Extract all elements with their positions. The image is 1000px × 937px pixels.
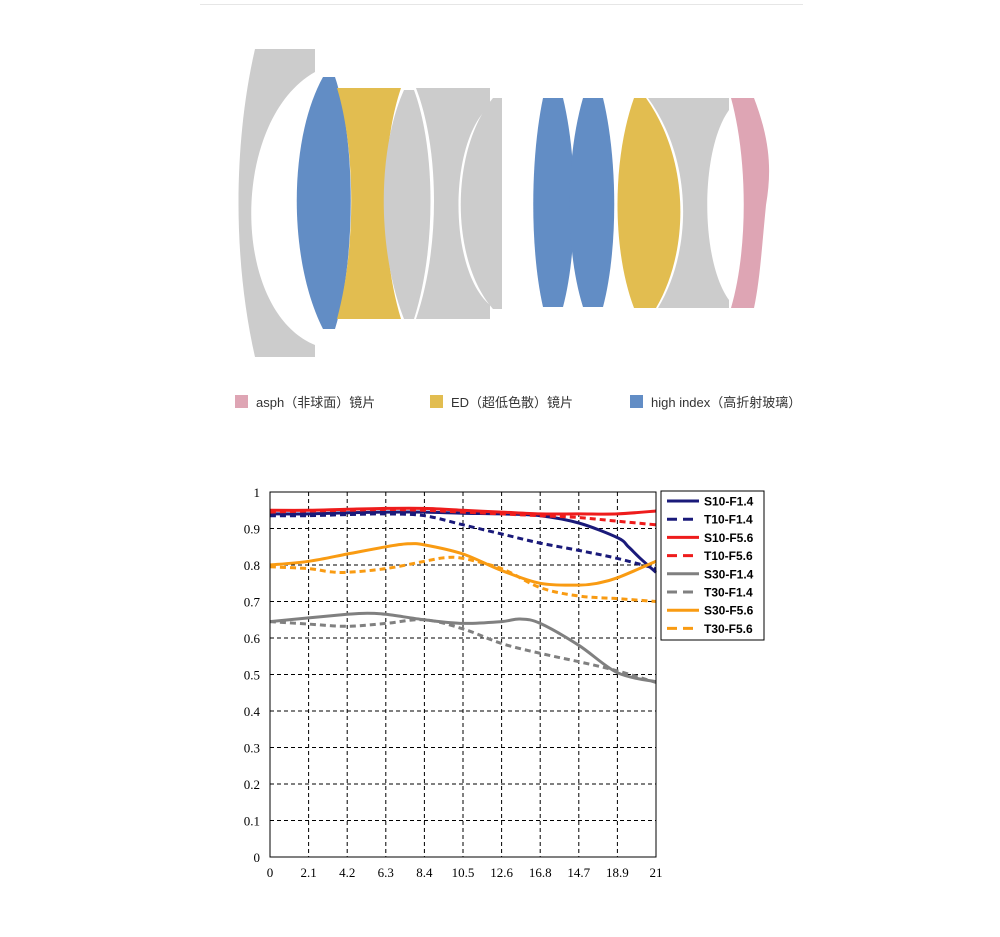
- x-tick-label: 10.5: [452, 865, 475, 880]
- lens-element-8: [569, 98, 615, 307]
- y-tick-labels: 0 0.1 0.2 0.3 0.4 0.5 0.6 0.7 0.8 0.9 1: [244, 485, 261, 865]
- lens-element-9: [617, 98, 681, 308]
- y-tick-label: 0.3: [244, 741, 260, 756]
- legend-label: S10-F1.4: [704, 495, 754, 509]
- lens-element-1: [238, 49, 315, 357]
- y-tick-label: 0: [254, 850, 261, 865]
- ed-swatch: [430, 395, 443, 408]
- x-tick-label: 8.4: [416, 865, 433, 880]
- x-tick-label: 12.6: [490, 865, 513, 880]
- series-line-t30-f1.4: [269, 618, 657, 684]
- x-tick-label: 18.9: [606, 865, 629, 880]
- series-line-s30-f5.6: [269, 542, 657, 587]
- lens-element-10: [648, 98, 729, 308]
- y-tick-label: 0.8: [244, 558, 260, 573]
- x-tick-label: 21: [650, 865, 663, 880]
- y-tick-label: 0.9: [244, 522, 260, 537]
- legend-box: [660, 490, 765, 641]
- legend-item-high-index: high index（高折射玻璃）: [630, 392, 801, 411]
- series-line-t10-f1.4: [269, 512, 657, 571]
- legend-item-ed: ED（超低色散）镜片: [430, 392, 573, 411]
- lens-diagram: [238, 49, 770, 357]
- legend-label: T30-F1.4: [704, 586, 753, 600]
- y-tick-label: 0.2: [244, 777, 260, 792]
- lens-element-4: [383, 90, 431, 319]
- x-tick-label: 4.2: [339, 865, 355, 880]
- y-tick-label: 0.7: [244, 595, 261, 610]
- x-tick-label: 2.1: [300, 865, 316, 880]
- series-line-t30-f5.6: [269, 555, 657, 603]
- x-tick-label: 14.7: [567, 865, 590, 880]
- x-tick-labels: 0 2.1 4.2 6.3 8.4 10.5 12.6 16.8 14.7 18.9 21: [267, 865, 663, 880]
- legend-label: S30-F5.6: [704, 604, 754, 618]
- y-tick-label: 0.5: [244, 668, 260, 683]
- lens-element-7: [533, 98, 575, 307]
- series-line-s10-f5.6: [269, 506, 657, 516]
- y-tick-label: 1: [254, 485, 261, 500]
- y-tick-label: 0.6: [244, 631, 261, 646]
- lens-element-3: [337, 88, 401, 319]
- legend-item-asph: asph（非球面）镜片: [235, 392, 375, 411]
- x-tick-label: 16.8: [529, 865, 552, 880]
- y-tick-label: 0.4: [244, 704, 261, 719]
- legend-label: S30-F1.4: [704, 567, 754, 581]
- lens-element-2: [296, 77, 351, 329]
- lens-element-11: [731, 98, 770, 308]
- legend-label: T10-F5.6: [704, 549, 753, 563]
- top-divider: [200, 4, 803, 5]
- chart-series: [269, 506, 657, 684]
- legend-label: T10-F1.4: [704, 513, 753, 527]
- legend-label-asph: asph（非球面）镜片: [256, 395, 376, 410]
- asph-swatch: [235, 395, 248, 408]
- plot-frame: [269, 491, 657, 858]
- lens-legend: asph（非球面）镜片 ED（超低色散）镜片 high index（高折射玻璃）: [0, 392, 1000, 412]
- x-tick-label: 6.3: [378, 865, 394, 880]
- legend-label: T30-F5.6: [704, 622, 753, 636]
- y-tick-label: 0.1: [244, 814, 260, 829]
- chart-grid: [270, 492, 656, 857]
- lens-element-6: [460, 98, 502, 309]
- lens-element-5: [416, 88, 490, 319]
- high-index-swatch: [630, 395, 643, 408]
- legend-label: S10-F5.6: [704, 531, 754, 545]
- series-line-s10-f1.4: [269, 510, 657, 574]
- legend-label-ed: ED（超低色散）镜片: [451, 395, 574, 410]
- chart-legend: S10-F1.4 T10-F1.4 S10-F5.6 T10-F5.6 S30-F1.4…: [660, 490, 765, 641]
- x-tick-label: 0: [267, 865, 274, 880]
- legend-label-high-index: high index（高折射玻璃）: [651, 395, 802, 410]
- series-line-t10-f5.6: [269, 507, 657, 527]
- series-line-s30-f1.4: [269, 611, 657, 684]
